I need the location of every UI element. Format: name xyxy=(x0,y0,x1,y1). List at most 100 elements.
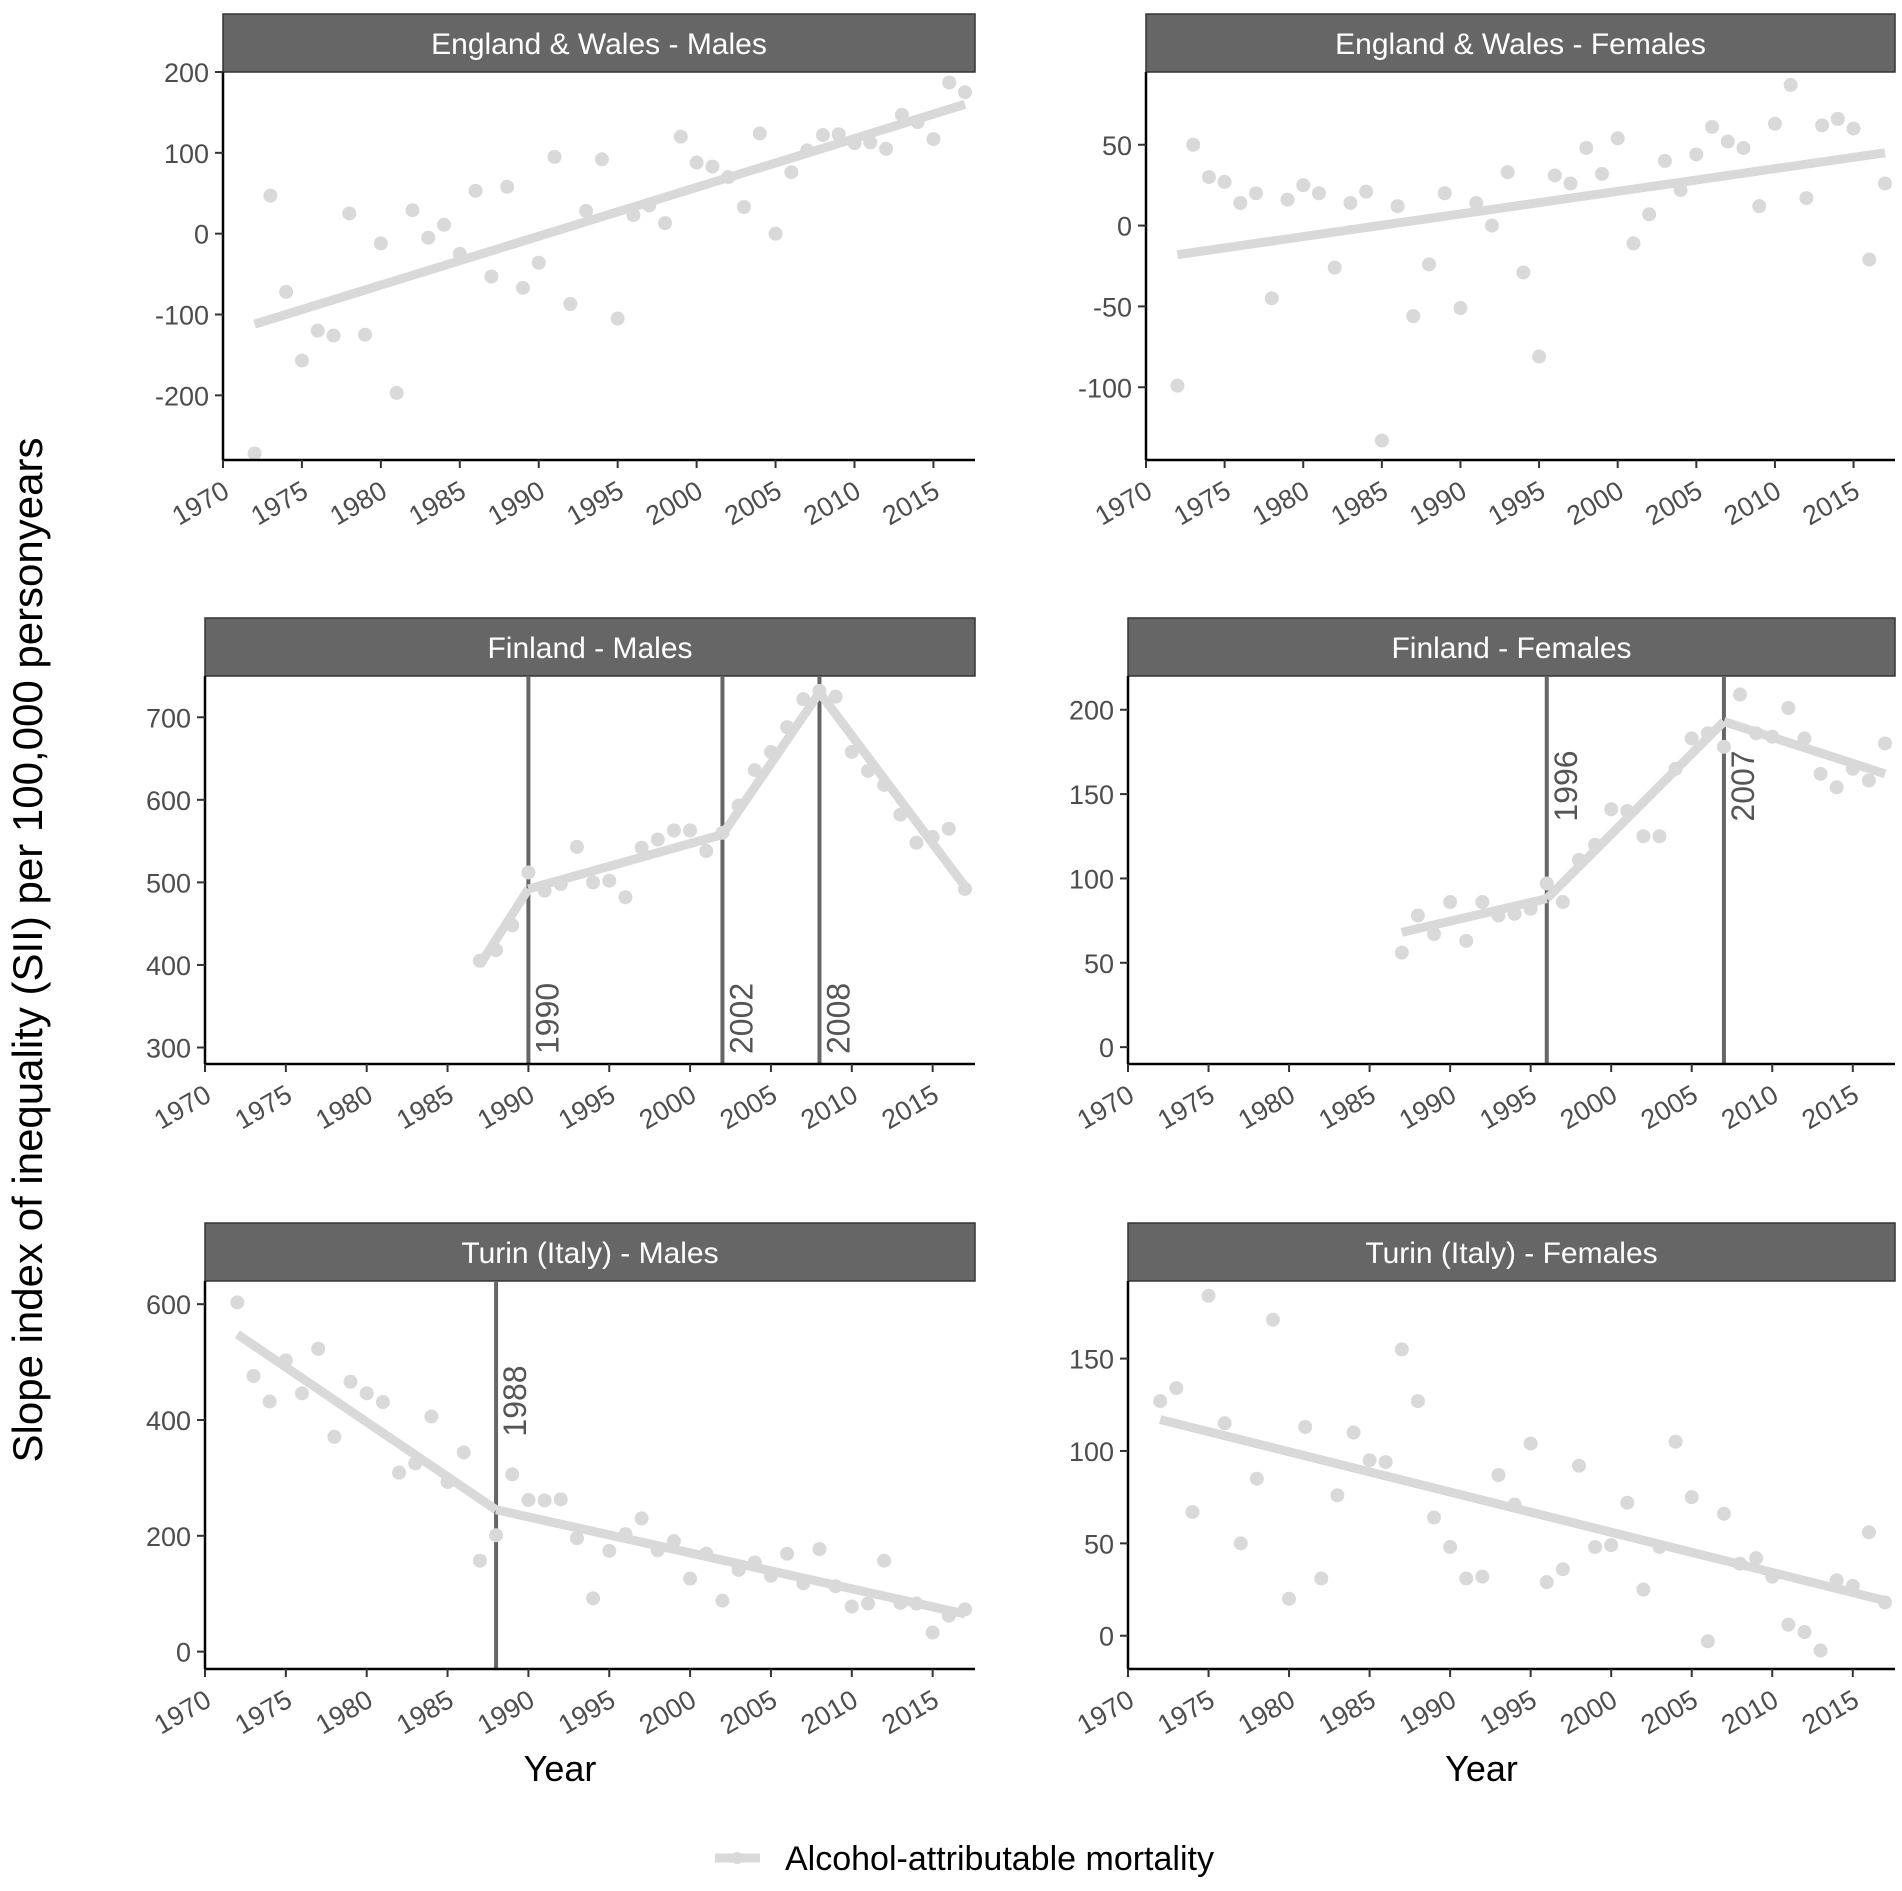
x-tick-label: 1990 xyxy=(1404,475,1471,531)
data-point xyxy=(1781,701,1796,716)
data-point xyxy=(909,1596,924,1611)
legend-label: Alcohol-attributable mortality xyxy=(785,1840,1214,1878)
data-point xyxy=(1186,137,1201,152)
data-point xyxy=(1394,1342,1409,1357)
data-point xyxy=(715,825,730,840)
data-point xyxy=(1427,927,1442,942)
data-point xyxy=(784,165,799,180)
y-tick-label: 100 xyxy=(1069,864,1114,894)
data-point xyxy=(1378,1455,1393,1470)
panel-title: England & Wales - Males xyxy=(431,28,767,61)
data-point xyxy=(1783,77,1798,92)
data-point xyxy=(705,159,720,174)
data-point xyxy=(763,744,778,759)
data-point xyxy=(1523,1436,1538,1451)
x-tick-label: 2010 xyxy=(1719,475,1786,531)
data-point xyxy=(310,323,325,338)
data-point xyxy=(1752,199,1767,214)
x-tick-label: 1980 xyxy=(325,475,392,531)
data-point xyxy=(421,230,436,245)
x-tick-label: 2005 xyxy=(720,475,787,531)
data-point xyxy=(1346,1425,1361,1440)
y-axis-title: Slope index of inequality (SII) per 100,… xyxy=(4,438,51,1463)
data-point xyxy=(618,890,633,905)
data-point xyxy=(1523,901,1538,916)
breakpoint-label: 2007 xyxy=(1725,750,1761,821)
data-point xyxy=(909,835,924,850)
x-tick-label: 1975 xyxy=(230,1684,297,1740)
panel-title: Turin (Italy) - Females xyxy=(1365,1237,1657,1270)
data-point xyxy=(279,284,294,299)
data-point xyxy=(1201,1288,1216,1303)
x-tick-label: 1995 xyxy=(1475,1684,1542,1740)
y-tick-label: -200 xyxy=(155,381,209,411)
data-point xyxy=(1588,837,1603,852)
data-point xyxy=(1716,1506,1731,1521)
data-point xyxy=(812,1542,827,1557)
x-tick-label: 1970 xyxy=(149,1079,216,1135)
data-point xyxy=(618,1527,633,1542)
data-point xyxy=(342,206,357,221)
data-point xyxy=(515,280,530,295)
x-tick-label: 2010 xyxy=(796,1684,863,1740)
data-point xyxy=(1539,1575,1554,1590)
data-point xyxy=(910,115,925,130)
data-point xyxy=(800,143,815,158)
data-point xyxy=(1185,1504,1200,1519)
data-point xyxy=(958,85,972,100)
data-point xyxy=(1594,166,1609,181)
data-point xyxy=(1845,761,1860,776)
y-tick-label: -100 xyxy=(1078,373,1132,403)
panel-strip xyxy=(204,617,976,677)
data-point xyxy=(1453,301,1468,316)
x-tick-label: 1995 xyxy=(1483,475,1550,531)
data-point xyxy=(405,203,420,218)
data-point xyxy=(1657,153,1672,168)
data-point xyxy=(327,1429,342,1444)
data-point xyxy=(893,807,908,822)
data-point xyxy=(1878,736,1892,751)
fit-line xyxy=(1176,148,1886,260)
data-point xyxy=(689,155,704,170)
y-tick-label: 400 xyxy=(146,951,191,981)
data-point xyxy=(863,135,878,150)
data-point xyxy=(505,918,520,933)
data-point xyxy=(1170,378,1185,393)
y-tick-label: 200 xyxy=(1069,696,1114,726)
data-point xyxy=(1410,1394,1425,1409)
y-tick-label: 50 xyxy=(1084,949,1114,979)
x-axis-title: Year xyxy=(524,1748,597,1789)
data-point xyxy=(683,823,698,838)
data-point xyxy=(1862,252,1877,267)
data-point xyxy=(847,136,862,151)
data-point xyxy=(1765,1569,1780,1584)
data-point xyxy=(958,881,972,896)
data-point xyxy=(389,385,404,400)
data-point xyxy=(879,141,894,156)
data-point xyxy=(531,255,546,270)
data-point xyxy=(1443,895,1458,910)
data-point xyxy=(579,204,594,219)
data-point xyxy=(1516,265,1531,280)
data-point xyxy=(1475,1569,1490,1584)
data-point xyxy=(1491,1468,1506,1482)
data-point xyxy=(1327,260,1342,275)
y-tick-label: 300 xyxy=(146,1033,191,1063)
data-point xyxy=(650,1543,665,1558)
x-tick-label: 1980 xyxy=(311,1684,378,1740)
fit-line xyxy=(1400,894,1548,937)
data-point xyxy=(521,865,536,880)
panel-5: Turin (Italy) - Females 0 50 100 150 1970 1975… xyxy=(1069,1222,1896,1789)
data-point xyxy=(1469,195,1484,210)
data-point xyxy=(634,1511,649,1526)
data-point xyxy=(1233,195,1248,210)
data-point xyxy=(569,1531,584,1546)
y-tick-label: 200 xyxy=(164,58,209,88)
data-point xyxy=(715,1593,730,1608)
data-point xyxy=(1217,174,1232,189)
data-point xyxy=(650,832,665,847)
data-point xyxy=(721,170,736,185)
data-point xyxy=(1861,773,1876,788)
data-point xyxy=(1626,236,1641,251)
data-point xyxy=(1604,802,1619,817)
